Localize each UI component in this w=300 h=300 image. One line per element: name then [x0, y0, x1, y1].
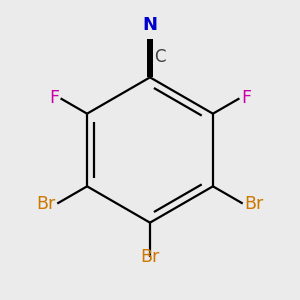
Text: Br: Br — [37, 194, 56, 212]
Text: N: N — [142, 16, 158, 34]
Text: C: C — [154, 49, 166, 67]
Text: F: F — [241, 89, 251, 107]
Text: Br: Br — [244, 194, 263, 212]
Text: F: F — [49, 89, 59, 107]
Text: Br: Br — [140, 248, 160, 266]
